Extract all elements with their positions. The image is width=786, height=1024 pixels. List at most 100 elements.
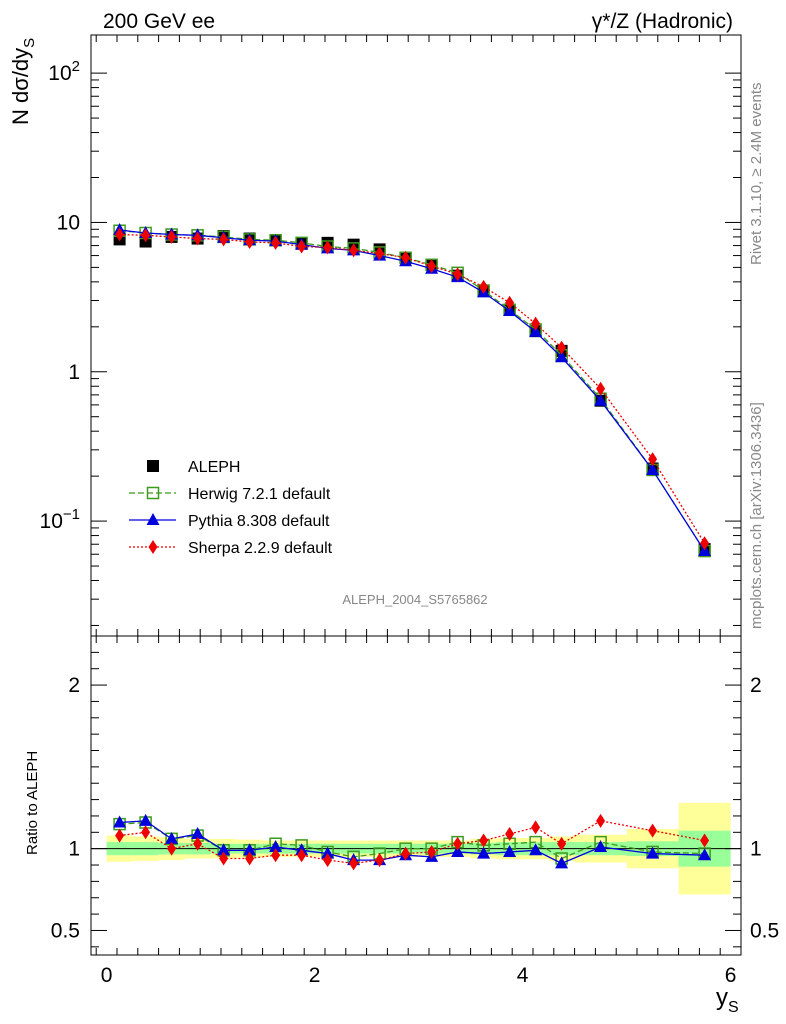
ratio-sherpa-point <box>505 826 515 841</box>
ratio-sherpa-point <box>700 833 710 848</box>
main-sherpa-point <box>375 246 385 261</box>
ratio-y-tick-label-right: 0.5 <box>750 919 779 942</box>
ratio-y-tick-label: 0.5 <box>51 919 80 942</box>
ratio-y-tick-label-right: 1 <box>750 838 762 861</box>
ratio-sherpa-point <box>245 851 255 866</box>
main-pythia-point <box>529 324 543 337</box>
ratio-pythia-point <box>243 843 257 856</box>
main-sherpa-point <box>219 232 229 247</box>
main-sherpa-point <box>297 239 307 254</box>
ratio-sherpa-point <box>349 856 359 871</box>
main-herwig-line <box>119 230 706 552</box>
ratio-plot-frame <box>90 635 742 956</box>
main-pythia-point <box>503 304 517 317</box>
ratio-pythia-point <box>269 840 283 853</box>
legend-pythia-marker <box>146 513 160 525</box>
ratio-sherpa-point <box>167 841 177 856</box>
ratio-pythia-point <box>698 848 712 861</box>
main-sherpa-point <box>115 227 125 242</box>
ratio-sherpa-point <box>375 853 385 868</box>
ratio-y-tick-label: 2 <box>68 674 80 697</box>
main-sherpa-point <box>323 240 333 255</box>
ratio-pythia-point <box>217 843 231 856</box>
series-layer <box>113 222 712 871</box>
ratio-pythia-point <box>139 813 153 826</box>
ratio-sherpa-point <box>193 836 203 851</box>
x-tick-label: 4 <box>517 964 529 987</box>
main-sherpa-point <box>245 234 255 249</box>
ratio-pythia-point <box>113 815 127 828</box>
ratio-sherpa-point <box>453 836 463 851</box>
legend-herwig-marker <box>146 486 160 500</box>
ratio-y-tick-label: 1 <box>68 838 80 861</box>
analysis-watermark: ALEPH_2004_S5765862 <box>342 592 487 607</box>
legend-pythia-label: Pythia 8.308 default <box>188 513 330 530</box>
main-sherpa-point <box>479 279 489 294</box>
main-sherpa-point <box>453 267 463 282</box>
x-tick-label: 0 <box>101 964 113 987</box>
main-sherpa-point <box>193 231 203 246</box>
main-sherpa-point <box>505 295 515 310</box>
main-y-axis-subscript: S <box>21 38 38 48</box>
ratio-sherpa-point <box>427 844 437 859</box>
legend-sherpa-marker <box>148 540 158 554</box>
ratio-sherpa-point <box>115 828 125 843</box>
main-y-axis-title: N dσ/dyS <box>8 38 38 125</box>
axes-layer: 0 2 4 6 102 10 1 10−1 0.5 0.5 1 1 2 2 <box>40 34 779 987</box>
ratio-sherpa-point <box>271 848 281 863</box>
y-tick-label: 10−1 <box>40 506 80 533</box>
main-sherpa-point <box>427 259 437 274</box>
main-sherpa-point <box>141 228 151 243</box>
main-sherpa-point <box>557 340 567 355</box>
ratio-pythia-point <box>477 846 491 859</box>
mcplots-label: mcplots.cern.ch [arXiv:1306.3436] <box>748 402 765 629</box>
legend-sherpa-label: Sherpa 2.2.9 default <box>188 540 333 557</box>
energy-label: 200 GeV ee <box>103 10 215 33</box>
main-sherpa-point <box>531 316 541 331</box>
legend: ALEPH Herwig 7.2.1 default Pythia 8.308 de… <box>129 459 333 557</box>
main-sherpa-point <box>700 536 710 551</box>
main-sherpa-point <box>648 452 658 467</box>
ratio-sherpa-point <box>531 820 541 835</box>
ratio-sherpa-point <box>648 823 658 838</box>
ratio-sherpa-point <box>297 848 307 863</box>
x-axis-title: yS <box>716 984 739 1016</box>
ratio-pythia-point <box>321 846 335 859</box>
ratio-pythia-point <box>191 826 205 839</box>
main-sherpa-point <box>596 381 606 396</box>
main-sherpa-point <box>401 250 411 265</box>
ratio-sherpa-point <box>323 853 333 868</box>
ratio-sherpa-point <box>596 813 606 828</box>
ratio-sherpa-line <box>119 820 705 865</box>
ratio-pythia-point <box>165 831 179 844</box>
y-tick-label: 102 <box>48 58 80 85</box>
legend-aleph-marker <box>147 460 159 472</box>
ratio-sherpa-point <box>401 846 411 861</box>
main-pythia-point <box>646 462 660 475</box>
legend-aleph-label: ALEPH <box>188 459 240 476</box>
x-tick-label: 2 <box>309 964 321 987</box>
ratio-pythia-point <box>451 844 465 857</box>
ratio-pythia-point <box>594 840 608 853</box>
x-axis-subscript: S <box>728 999 739 1016</box>
y-tick-label: 10 <box>57 211 80 234</box>
main-sherpa-point <box>349 243 359 258</box>
x-tick-label: 6 <box>725 964 737 987</box>
ratio-pythia-point <box>555 856 569 869</box>
rivet-version-label: Rivet 3.1.10, ≥ 2.4M events <box>748 83 765 266</box>
main-sherpa-point <box>167 229 177 244</box>
y-tick-label: 1 <box>68 361 80 384</box>
svg-text:N dσ/dyS: N dσ/dyS <box>8 38 38 125</box>
ratio-y-tick-label-right: 2 <box>750 674 762 697</box>
ratio-pythia-point <box>503 844 517 857</box>
ratio-sherpa-point <box>141 825 151 840</box>
ratio-sherpa-point <box>219 851 229 866</box>
main-pythia-point <box>555 350 569 363</box>
x-axis-label: y <box>716 984 728 1011</box>
main-pythia-point <box>594 393 608 406</box>
ratio-sherpa-point <box>479 833 489 848</box>
ratio-sherpa-point <box>557 836 567 851</box>
legend-herwig-label: Herwig 7.2.1 default <box>188 486 331 503</box>
ratio-pythia-point <box>646 846 660 859</box>
